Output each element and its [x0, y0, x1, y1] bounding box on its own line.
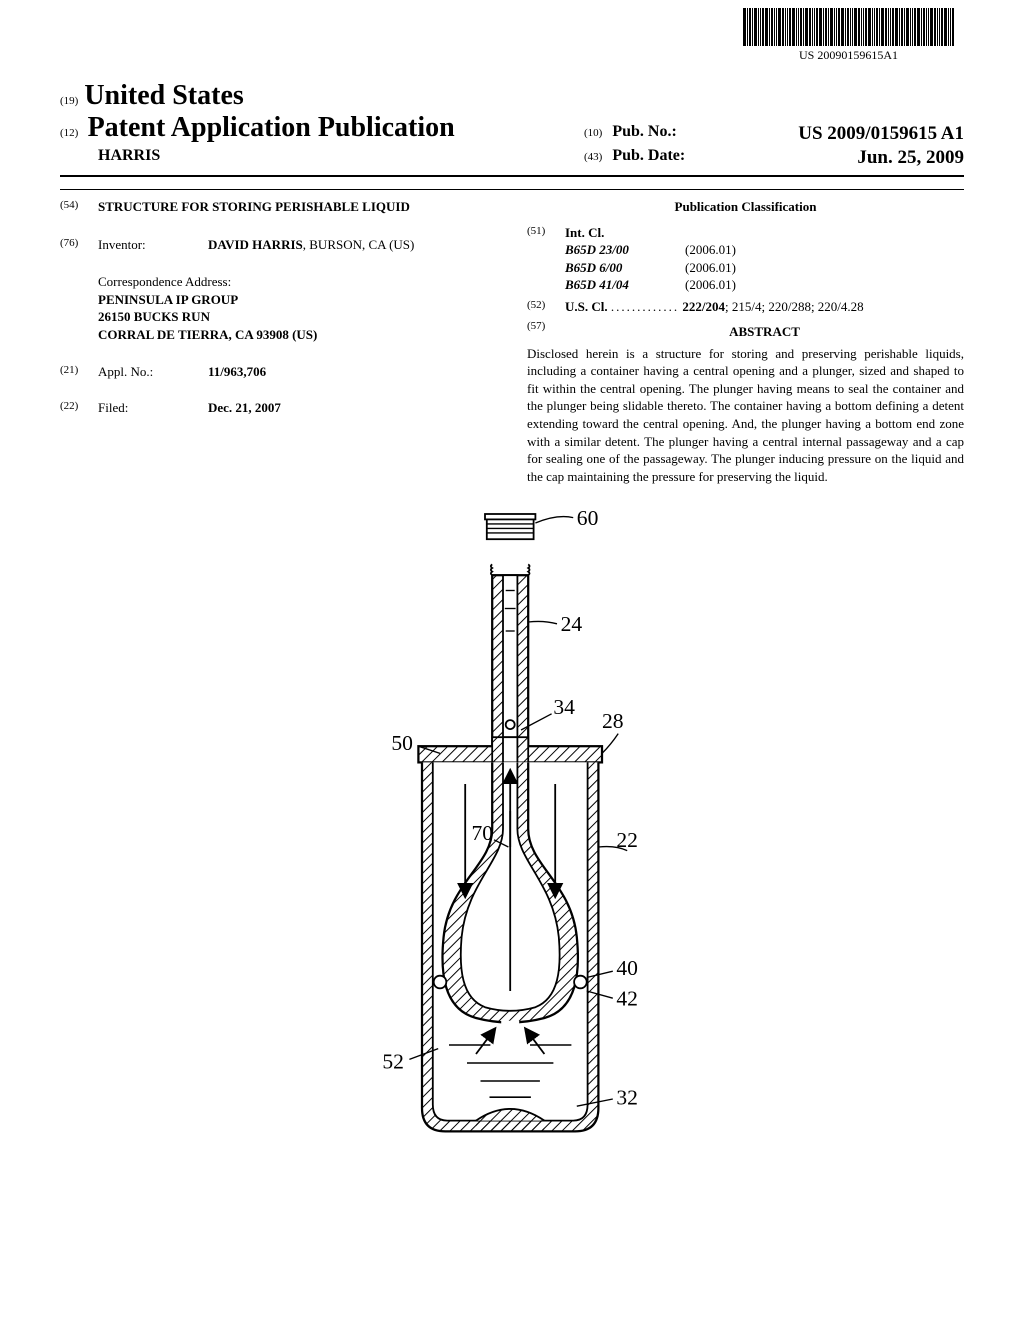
code-52: (52) [527, 298, 565, 316]
abstract-heading: ABSTRACT [565, 323, 964, 341]
applno-label: Appl. No.: [98, 363, 208, 381]
intcl-code-1: B65D 6/00 [565, 259, 685, 277]
uscl-rest: ; 215/4; 220/288; 220/4.28 [725, 299, 864, 314]
pubno-value: US 2009/0159615 A1 [798, 123, 964, 145]
inventor-label: Inventor: [98, 236, 208, 254]
uscl-dots: ............. [611, 299, 679, 314]
ref-70: 70 [472, 821, 494, 845]
code-10: (10) [584, 127, 602, 139]
ref-24: 24 [561, 612, 583, 636]
ref-32: 32 [616, 1086, 638, 1110]
applno-value: 11/963,706 [208, 363, 497, 381]
ref-28: 28 [602, 709, 624, 733]
figure-cap [485, 514, 535, 539]
figure-collar [418, 720, 602, 762]
correspondence-label: Correspondence Address: [98, 273, 497, 291]
barcode-number: US 20090159615A1 [743, 48, 954, 63]
correspondence-line3: CORRAL DE TIERRA, CA 93908 (US) [98, 326, 497, 344]
ref-42: 42 [616, 987, 638, 1011]
intcl-year-1: (2006.01) [685, 259, 736, 277]
inventor-location: , BURSON, CA (US) [303, 237, 415, 252]
intcl-year-2: (2006.01) [685, 276, 736, 294]
ref-50: 50 [391, 731, 413, 755]
abstract-text: Disclosed herein is a structure for stor… [527, 345, 964, 485]
code-12: (12) [60, 127, 78, 139]
code-57: (57) [527, 319, 565, 345]
divider-thin [60, 189, 964, 190]
uscl-label: U.S. Cl. [565, 299, 608, 314]
filed-label: Filed: [98, 399, 208, 417]
ref-22: 22 [616, 828, 638, 852]
uscl-value: 222/204 [682, 299, 725, 314]
author-name: HARRIS [98, 147, 160, 165]
pubdate-value: Jun. 25, 2009 [857, 147, 964, 169]
inventor-name: DAVID HARRIS [208, 237, 303, 252]
ref-34: 34 [553, 695, 575, 719]
ref-60: 60 [577, 506, 599, 530]
pub-class-heading: Publication Classification [527, 198, 964, 216]
code-22: (22) [60, 399, 98, 417]
code-43: (43) [584, 151, 602, 163]
intcl-label: Int. Cl. [565, 224, 964, 242]
divider-thick [60, 175, 964, 177]
code-51: (51) [527, 224, 565, 294]
patent-figure: 60 24 34 28 50 70 22 [60, 505, 964, 1171]
code-21: (21) [60, 363, 98, 381]
invention-title: STRUCTURE FOR STORING PERISHABLE LIQUID [98, 198, 497, 216]
filed-value: Dec. 21, 2007 [208, 399, 497, 417]
intcl-code-0: B65D 23/00 [565, 241, 685, 259]
intcl-year-0: (2006.01) [685, 241, 736, 259]
barcode [743, 8, 954, 46]
code-19: (19) [60, 95, 78, 107]
code-76: (76) [60, 236, 98, 254]
intcl-code-2: B65D 41/04 [565, 276, 685, 294]
ref-40: 40 [616, 956, 638, 980]
pubdate-label: Pub. Date: [612, 147, 685, 164]
publication-type: Patent Application Publication [88, 112, 455, 143]
barcode-block: US 20090159615A1 [743, 8, 954, 63]
ref-52: 52 [382, 1050, 404, 1074]
correspondence-line2: 26150 BUCKS RUN [98, 308, 497, 326]
pubno-label: Pub. No.: [612, 123, 676, 140]
country: United States [84, 80, 243, 112]
code-54: (54) [60, 198, 98, 216]
correspondence-line1: PENINSULA IP GROUP [98, 291, 497, 309]
figure-neck [491, 565, 530, 747]
